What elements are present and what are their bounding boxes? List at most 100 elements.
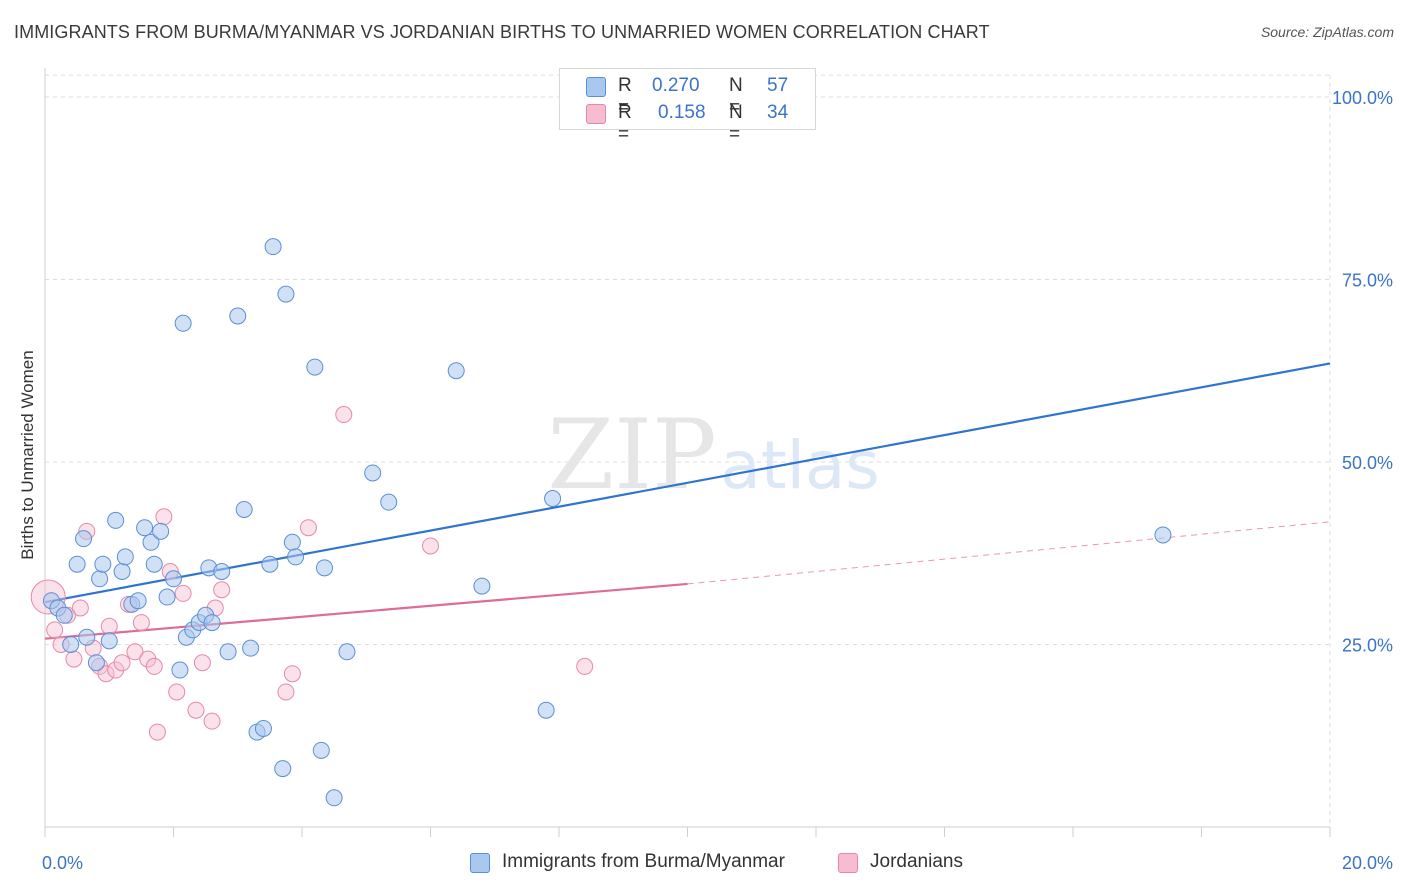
- point-burma: [213, 563, 231, 580]
- point-burma: [306, 358, 324, 376]
- point-burma: [113, 563, 131, 580]
- point-burma: [100, 632, 118, 650]
- point-jordanians: [132, 614, 150, 632]
- y-tick-label: 100.0%: [1332, 88, 1393, 108]
- point-burma: [136, 519, 154, 537]
- point-jordanians: [113, 654, 131, 672]
- trend-line-jordanians: [44, 582, 688, 640]
- correlation-legend: R = 0.270 N = 57 R = 0.158 N = 34: [559, 68, 816, 145]
- point-jordanians: [193, 654, 211, 672]
- point-burma: [91, 570, 109, 588]
- point-burma: [312, 741, 330, 759]
- point-burma: [142, 533, 160, 551]
- point-jordanians: [422, 537, 439, 555]
- point-burma: [242, 639, 260, 657]
- point-burma: [174, 314, 192, 332]
- point-jordanians: [277, 683, 295, 701]
- point-burma: [55, 606, 73, 624]
- point-jordanians: [148, 723, 166, 741]
- point-jordanians: [203, 712, 221, 730]
- point-burma: [165, 570, 182, 588]
- y-tick-label: 75.0%: [1342, 271, 1393, 291]
- source-credit: Source: ZipAtlas.com: [1260, 24, 1394, 40]
- point-burma: [544, 490, 562, 507]
- point-burma: [254, 719, 272, 737]
- point-jordanians: [100, 617, 118, 635]
- point-burma: [78, 628, 96, 646]
- point-burma: [107, 511, 125, 529]
- point-jordanians: [187, 701, 205, 719]
- point-burma: [152, 522, 170, 540]
- legend-r-value: 0.270: [652, 75, 700, 96]
- point-burma: [158, 588, 176, 606]
- point-jordanians: [139, 650, 157, 668]
- legend-r-value: 0.158: [658, 102, 706, 123]
- point-burma: [203, 614, 221, 632]
- legend-r-label: R =: [618, 102, 632, 145]
- legend-n-value: 34: [767, 102, 789, 123]
- point-jordanians: [576, 657, 594, 675]
- point-burma: [325, 789, 343, 807]
- point-jordanians: [213, 581, 231, 599]
- bottom-legend-swatch-jordanians: [838, 853, 858, 873]
- point-burma: [68, 555, 86, 573]
- legend-swatch-burma: [586, 77, 606, 97]
- legend-r-label: R =: [618, 75, 632, 118]
- point-jordanians: [65, 650, 83, 668]
- point-jordanians: [145, 657, 163, 675]
- x-tick-label-max: 20.0%: [1342, 853, 1393, 873]
- point-burma: [235, 500, 253, 518]
- point-burma: [87, 654, 105, 672]
- trend-lines: [44, 362, 1331, 640]
- tick-labels: 100.0% 75.0% 50.0% 25.0% 0.0% 20.0%: [42, 88, 1393, 873]
- legend-n-label: N =: [729, 102, 743, 145]
- bottom-legend-label-jordanians: Jordanians: [870, 851, 963, 872]
- trend-line-burma: [44, 362, 1331, 604]
- legend-n-label: N =: [729, 75, 743, 118]
- point-burma: [264, 238, 282, 256]
- point-jordanians: [126, 643, 144, 661]
- point-burma: [229, 307, 247, 325]
- point-burma: [473, 577, 491, 595]
- point-jordanians: [71, 599, 89, 617]
- y-axis-label: Births to Unmarried Women: [18, 350, 37, 560]
- point-burma: [1154, 526, 1172, 544]
- point-burma: [283, 533, 301, 551]
- point-burma: [287, 548, 305, 566]
- bottom-legend-label-burma: Immigrants from Burma/Myanmar: [502, 851, 785, 872]
- y-tick-label: 50.0%: [1342, 453, 1393, 473]
- trend-line-jordanians-extrapolated: [687, 521, 1331, 585]
- point-burma: [219, 643, 237, 661]
- point-burma: [116, 548, 134, 566]
- point-jordanians: [283, 665, 301, 683]
- legend-swatch-jordanians: [586, 104, 606, 124]
- point-jordanians: [299, 519, 317, 537]
- point-burma: [338, 643, 356, 661]
- point-burma: [315, 559, 333, 577]
- point-burma: [447, 362, 465, 380]
- point-burma: [75, 530, 93, 548]
- data-points: [30, 81, 1172, 807]
- watermark-atlas: atlas: [720, 427, 880, 504]
- point-burma: [277, 285, 295, 303]
- chart-title: IMMIGRANTS FROM BURMA/MYANMAR VS JORDANI…: [14, 22, 990, 42]
- point-burma: [129, 592, 147, 610]
- watermark: ZIP atlas: [547, 399, 879, 511]
- legend-n-value: 57: [767, 75, 789, 96]
- point-burma: [62, 636, 80, 653]
- point-jordanians: [155, 508, 173, 526]
- point-burma: [145, 555, 163, 573]
- point-jordanians: [335, 406, 353, 424]
- bottom-legend-swatch-burma: [470, 853, 490, 873]
- point-burma: [537, 701, 555, 719]
- point-burma: [94, 555, 112, 573]
- point-burma: [274, 760, 292, 778]
- point-jordanians: [168, 683, 186, 701]
- point-jordanians: [46, 621, 64, 639]
- point-jordanians: [107, 661, 125, 679]
- point-burma: [380, 493, 398, 511]
- point-burma: [364, 464, 382, 482]
- point-jordanians: [174, 584, 192, 602]
- point-burma: [171, 661, 189, 679]
